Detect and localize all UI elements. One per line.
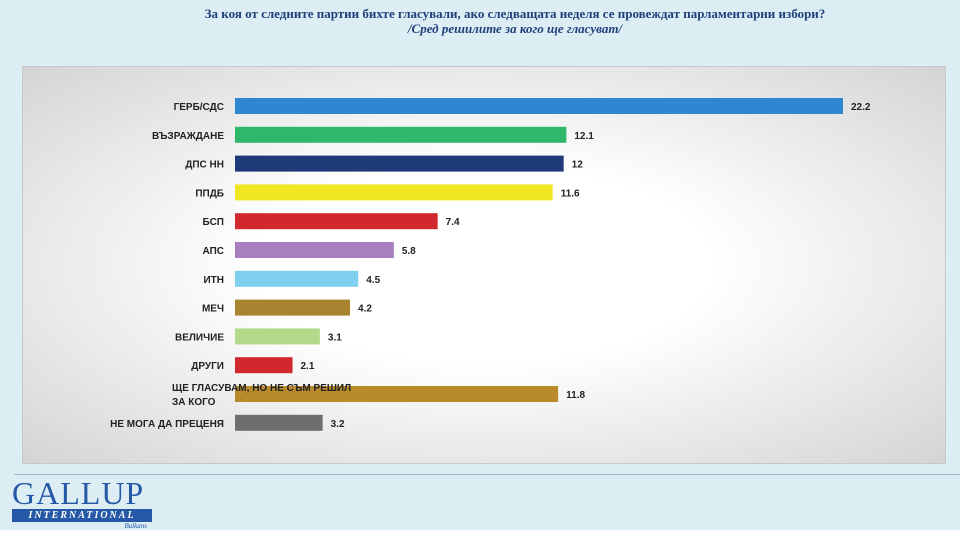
bar: [235, 357, 293, 374]
value-label: 11.6: [561, 188, 580, 199]
gallup-logo: GALLUP INTERNATIONAL Balkans: [12, 475, 152, 530]
category-label: ДРУГИ: [191, 361, 224, 372]
divider: [14, 474, 960, 475]
chart-title: За коя от следните партии бихте гласувал…: [204, 6, 826, 21]
bar: [235, 270, 359, 287]
value-label: 11.8: [566, 390, 585, 401]
bar: [235, 126, 567, 143]
category-label: ППДБ: [195, 188, 224, 199]
value-label: 7.4: [446, 217, 460, 228]
logo-region: Balkans: [124, 522, 147, 530]
chart-subtitle: /Сред решилите за кого ще гласуват/: [407, 21, 623, 36]
value-label: 22.2: [851, 102, 871, 113]
value-label: 12: [572, 160, 584, 171]
category-label: ВЪЗРАЖДАНЕ: [152, 131, 224, 142]
value-label: 4.2: [358, 304, 372, 315]
bar: [235, 184, 553, 201]
category-label: ЗА КОГО: [172, 397, 216, 408]
bar: [235, 414, 323, 431]
bar: [235, 386, 559, 402]
category-label: НЕ МОГА ДА ПРЕЦЕНЯ: [110, 419, 224, 430]
value-label: 3.1: [328, 332, 342, 343]
bar: [235, 299, 351, 316]
value-label: 4.5: [366, 275, 380, 286]
bar: [235, 213, 438, 230]
category-label: ЩЕ ГЛАСУВАМ, НО НЕ СЪМ РЕШИЛ: [172, 383, 351, 394]
bar: [235, 328, 320, 345]
logo-name: GALLUP: [12, 475, 145, 511]
bar: [235, 98, 843, 114]
value-label: 3.2: [331, 419, 345, 430]
value-label: 12.1: [574, 131, 594, 142]
category-label: ГЕРБ/СДС: [174, 102, 224, 113]
logo-sub: INTERNATIONAL: [12, 509, 152, 522]
bar: [235, 242, 394, 258]
category-label: БСП: [203, 217, 224, 228]
category-label: ДПС НН: [185, 160, 224, 171]
category-label: ИТН: [203, 275, 224, 286]
bottom-strip: [0, 530, 960, 540]
value-label: 5.8: [402, 246, 416, 257]
category-label: ВЕЛИЧИЕ: [175, 332, 224, 343]
value-label: 2.1: [301, 361, 315, 372]
category-label: АПС: [203, 246, 225, 257]
bar: [235, 155, 564, 172]
category-label: МЕЧ: [202, 304, 224, 315]
